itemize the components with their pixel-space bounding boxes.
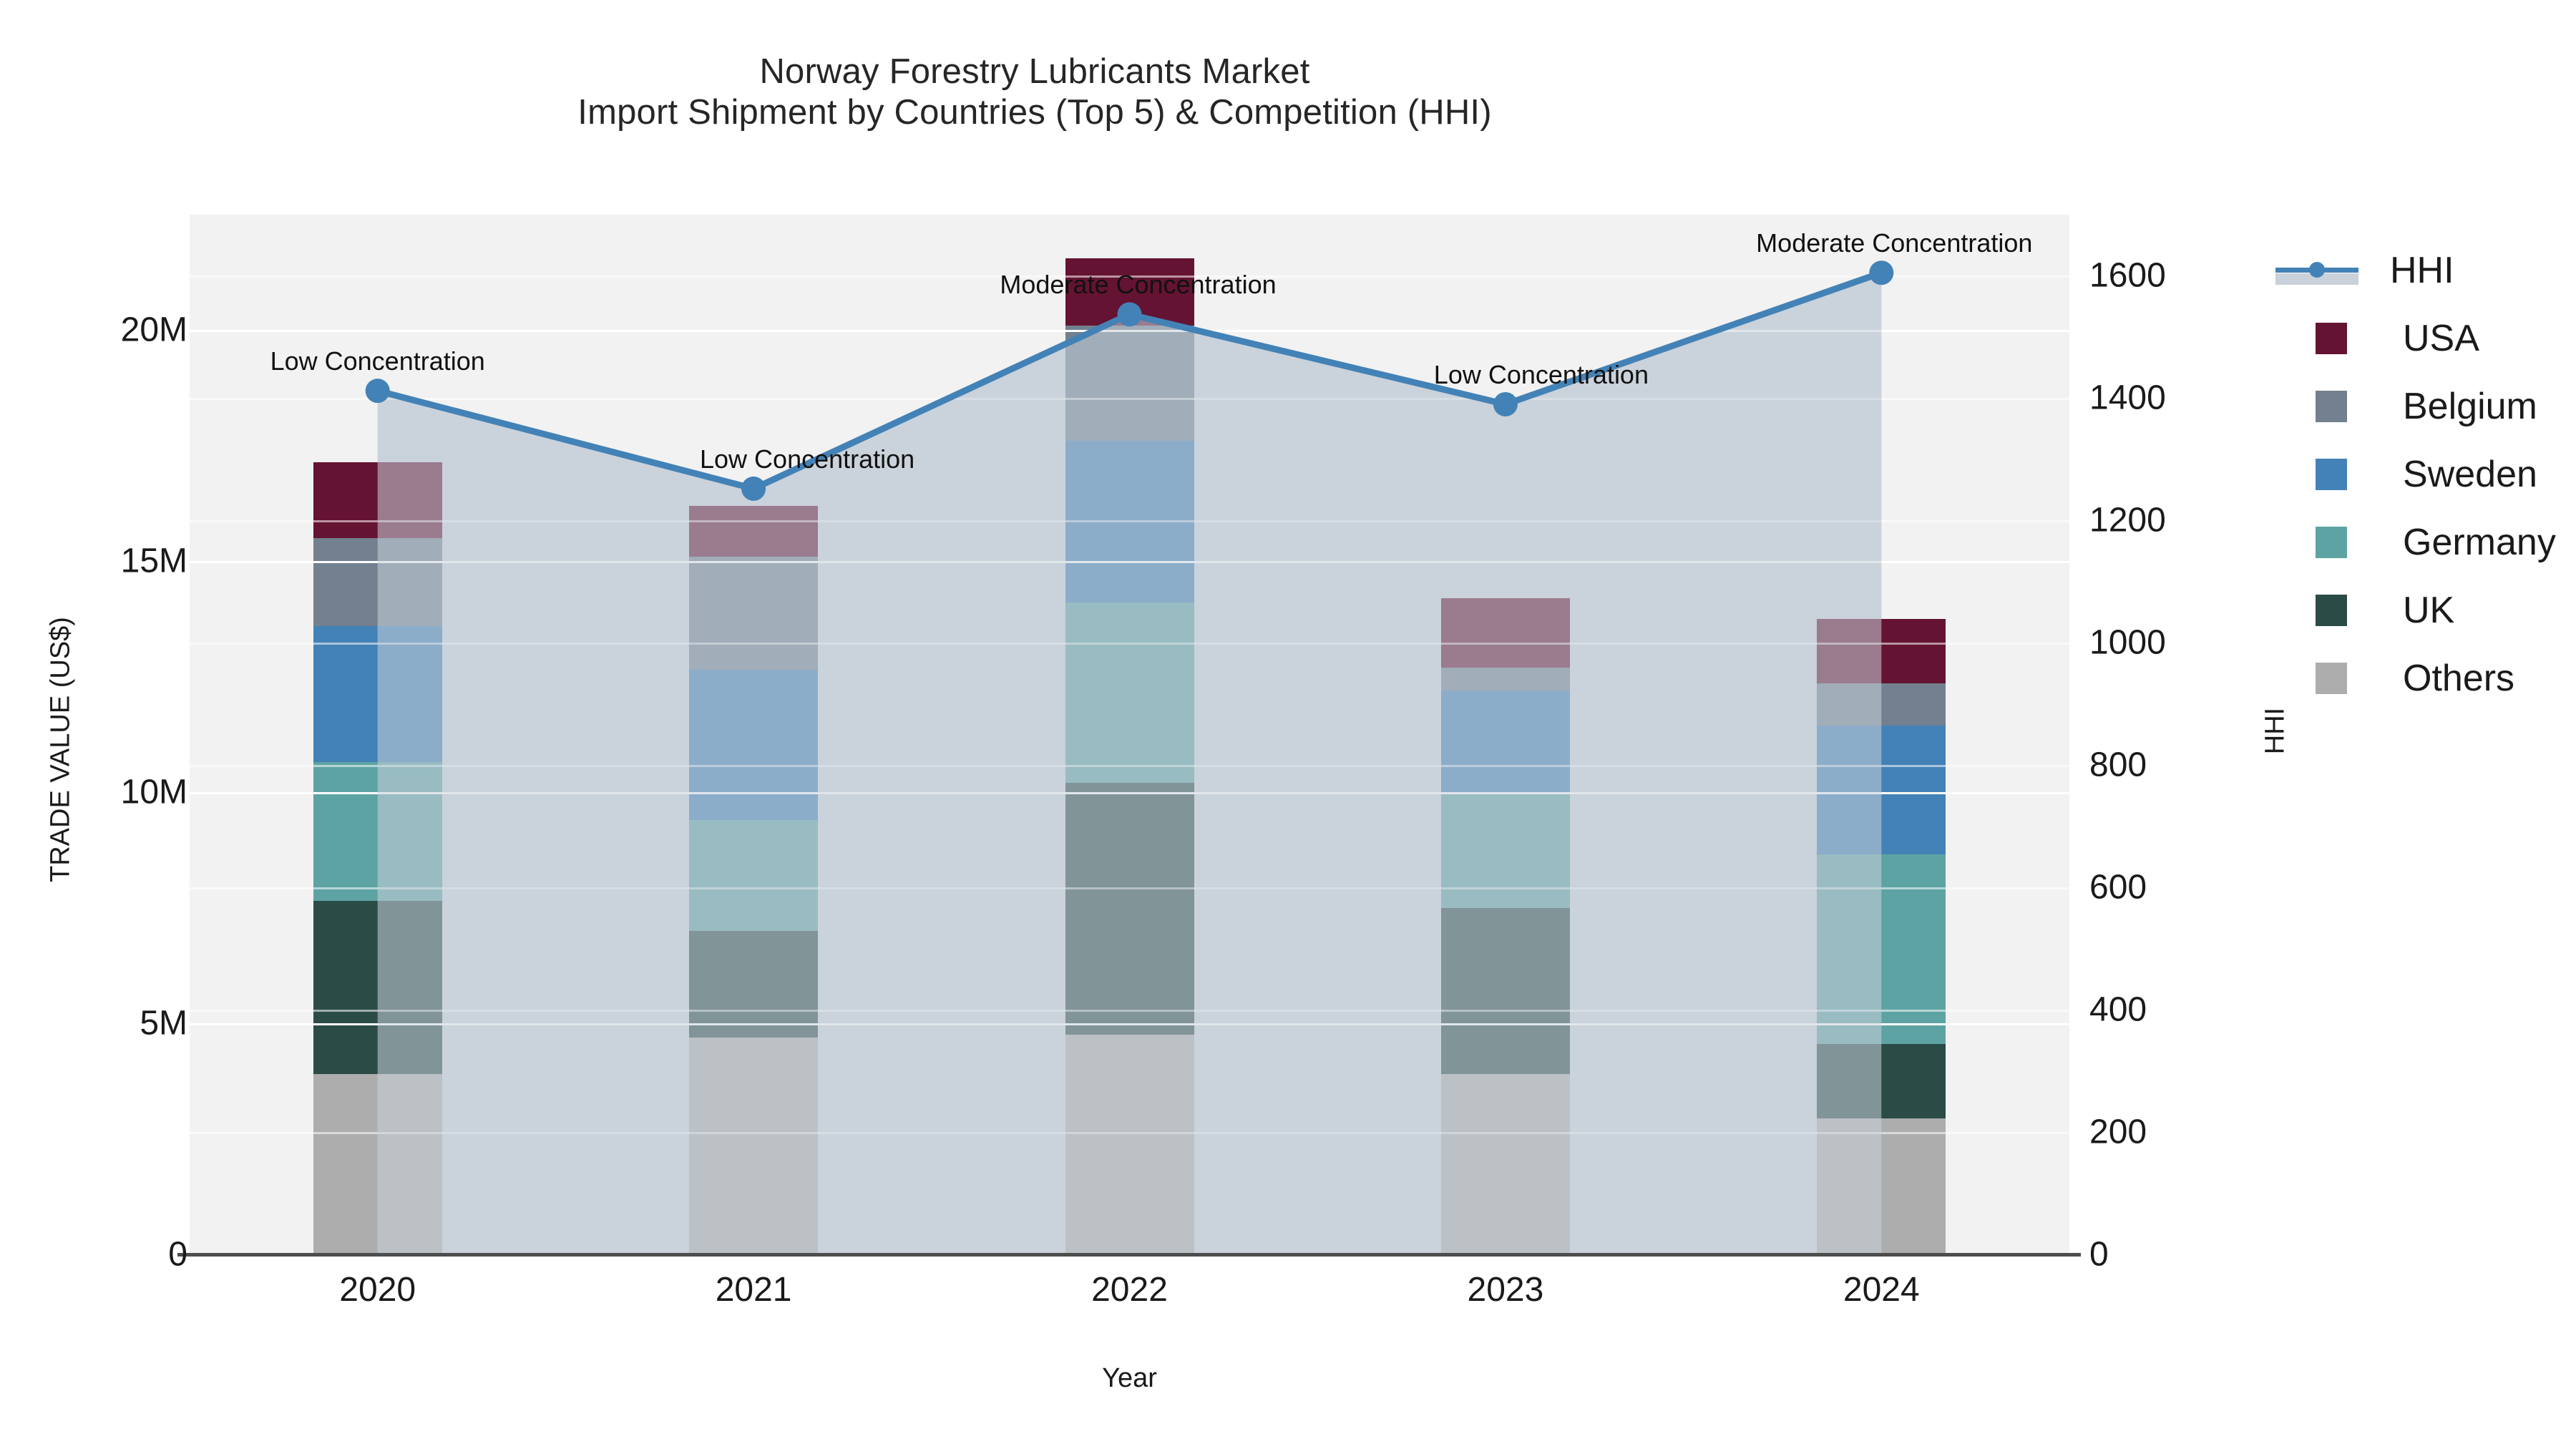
legend-swatch-germany	[2316, 526, 2347, 558]
legend-item-hhi[interactable]: HHI	[2275, 236, 2556, 304]
gridline-y2-3	[190, 887, 2069, 890]
bar-segment-2020-germany[interactable]	[313, 762, 442, 901]
bar-segment-2023-others[interactable]	[1440, 1074, 1570, 1254]
legend-label-uk: UK	[2403, 589, 2455, 631]
y-tick-right-0: 0	[2089, 1235, 2109, 1274]
y-tick-left-10M: 10M	[120, 773, 187, 811]
gridline-y-1	[190, 1023, 2069, 1026]
y-tick-left-5M: 5M	[140, 1004, 187, 1043]
bar-segment-2023-sweden[interactable]	[1440, 691, 1570, 793]
legend-item-others[interactable]: Others	[2275, 644, 2556, 712]
bar-2023[interactable]	[1440, 598, 1570, 1254]
legend-swatch-others	[2316, 662, 2347, 694]
x-tick-2023: 2023	[1467, 1271, 1544, 1309]
bar-2022[interactable]	[1065, 258, 1194, 1254]
legend-label-belgium: Belgium	[2403, 385, 2537, 427]
chart-legend: HHI USA Belgium Sweden Germany UK Others	[2275, 236, 2556, 712]
legend-swatch-belgium	[2316, 390, 2347, 422]
x-tick-2022: 2022	[1091, 1271, 1168, 1309]
legend-item-uk[interactable]: UK	[2275, 576, 2556, 644]
bar-2024[interactable]	[1817, 619, 1946, 1254]
bar-segment-2020-belgium[interactable]	[313, 538, 442, 626]
legend-item-sweden[interactable]: Sweden	[2275, 440, 2556, 508]
bar-2020[interactable]	[313, 462, 442, 1254]
bar-segment-2021-germany[interactable]	[689, 819, 819, 931]
bar-segment-2023-germany[interactable]	[1440, 792, 1570, 908]
legend-label-sweden: Sweden	[2403, 453, 2537, 495]
legend-label-germany: Germany	[2403, 521, 2556, 563]
legend-label-hhi: HHI	[2390, 249, 2454, 291]
legend-item-usa[interactable]: USA	[2275, 304, 2556, 372]
x-axis-line	[177, 1253, 2081, 1257]
gridline-y2-4	[190, 765, 2069, 768]
bar-segment-2020-uk[interactable]	[313, 901, 442, 1075]
bar-segment-2021-others[interactable]	[689, 1037, 819, 1254]
gridline-y2-6	[190, 520, 2069, 523]
gridline-y-4	[190, 330, 2069, 333]
bar-segment-2022-others[interactable]	[1065, 1035, 1194, 1254]
annotation-2021: Low Concentration	[700, 444, 915, 474]
bar-segment-2024-uk[interactable]	[1817, 1044, 1946, 1118]
y-tick-right-200: 200	[2089, 1113, 2147, 1151]
annotation-2024: Moderate Concentration	[1756, 228, 2033, 258]
bar-segment-2022-belgium[interactable]	[1065, 326, 1194, 441]
x-tick-2021: 2021	[715, 1271, 792, 1309]
y-tick-right-1600: 1600	[2089, 256, 2166, 295]
y-tick-right-1200: 1200	[2089, 501, 2166, 540]
bar-segment-2024-germany[interactable]	[1817, 854, 1946, 1045]
bar-2021[interactable]	[689, 505, 819, 1254]
bar-segment-2024-sweden[interactable]	[1817, 725, 1946, 855]
legend-line-marker-icon	[2275, 255, 2390, 286]
gridline-y2-2	[190, 1010, 2069, 1013]
bar-segment-2024-others[interactable]	[1817, 1118, 1946, 1254]
legend-label-others: Others	[2403, 657, 2515, 699]
bar-segment-2023-usa[interactable]	[1440, 598, 1570, 668]
x-tick-2020: 2020	[339, 1271, 416, 1309]
bar-segment-2021-belgium[interactable]	[689, 556, 819, 670]
chart-title-line-2: Import Shipment by Countries (Top 5) & C…	[577, 92, 1492, 132]
annotation-2020: Low Concentration	[270, 346, 485, 376]
bar-segment-2023-uk[interactable]	[1440, 907, 1570, 1075]
y-tick-right-400: 400	[2089, 990, 2147, 1029]
gridline-y-2	[190, 792, 2069, 795]
y-tick-right-1000: 1000	[2089, 623, 2166, 662]
bar-segment-2023-belgium[interactable]	[1440, 667, 1570, 691]
chart-title: Norway Forestry Lubricants Market Import…	[0, 52, 2069, 133]
gridline-y-3	[190, 561, 2069, 564]
legend-item-germany[interactable]: Germany	[2275, 508, 2556, 576]
bar-segment-2020-sweden[interactable]	[313, 625, 442, 763]
legend-swatch-sweden	[2316, 458, 2347, 490]
gridline-y2-5	[190, 643, 2069, 645]
x-axis-label: Year	[1102, 1363, 1157, 1393]
bar-segment-2021-uk[interactable]	[689, 930, 819, 1038]
gridline-y2-7	[190, 398, 2069, 401]
bar-segment-2020-usa[interactable]	[313, 462, 442, 539]
bar-segment-2021-usa[interactable]	[689, 505, 819, 557]
bar-segment-2024-belgium[interactable]	[1817, 683, 1946, 726]
y-axis-left-label: TRADE VALUE (US$)	[45, 617, 76, 882]
y-tick-right-1400: 1400	[2089, 379, 2166, 417]
chart-title-line-1: Norway Forestry Lubricants Market	[759, 52, 1310, 91]
y-tick-left-15M: 15M	[120, 542, 187, 580]
bar-segment-2024-usa[interactable]	[1817, 619, 1946, 684]
bar-segment-2022-germany[interactable]	[1065, 602, 1194, 784]
y-tick-right-600: 600	[2089, 868, 2147, 907]
x-tick-2024: 2024	[1843, 1271, 1920, 1309]
bar-segment-2021-sweden[interactable]	[689, 670, 819, 820]
y-tick-left-20M: 20M	[120, 311, 187, 349]
bar-segment-2022-uk[interactable]	[1065, 783, 1194, 1035]
annotation-2022: Moderate Concentration	[1000, 270, 1277, 300]
y-tick-right-800: 800	[2089, 746, 2147, 784]
y-tick-left-0: 0	[168, 1235, 187, 1274]
legend-item-belgium[interactable]: Belgium	[2275, 372, 2556, 440]
legend-swatch-usa	[2316, 322, 2347, 354]
bar-segment-2020-others[interactable]	[313, 1074, 442, 1254]
legend-swatch-uk	[2316, 594, 2347, 626]
annotation-2023: Low Concentration	[1433, 359, 1649, 389]
gridline-y2-1	[190, 1132, 2069, 1135]
legend-label-usa: USA	[2403, 317, 2479, 359]
